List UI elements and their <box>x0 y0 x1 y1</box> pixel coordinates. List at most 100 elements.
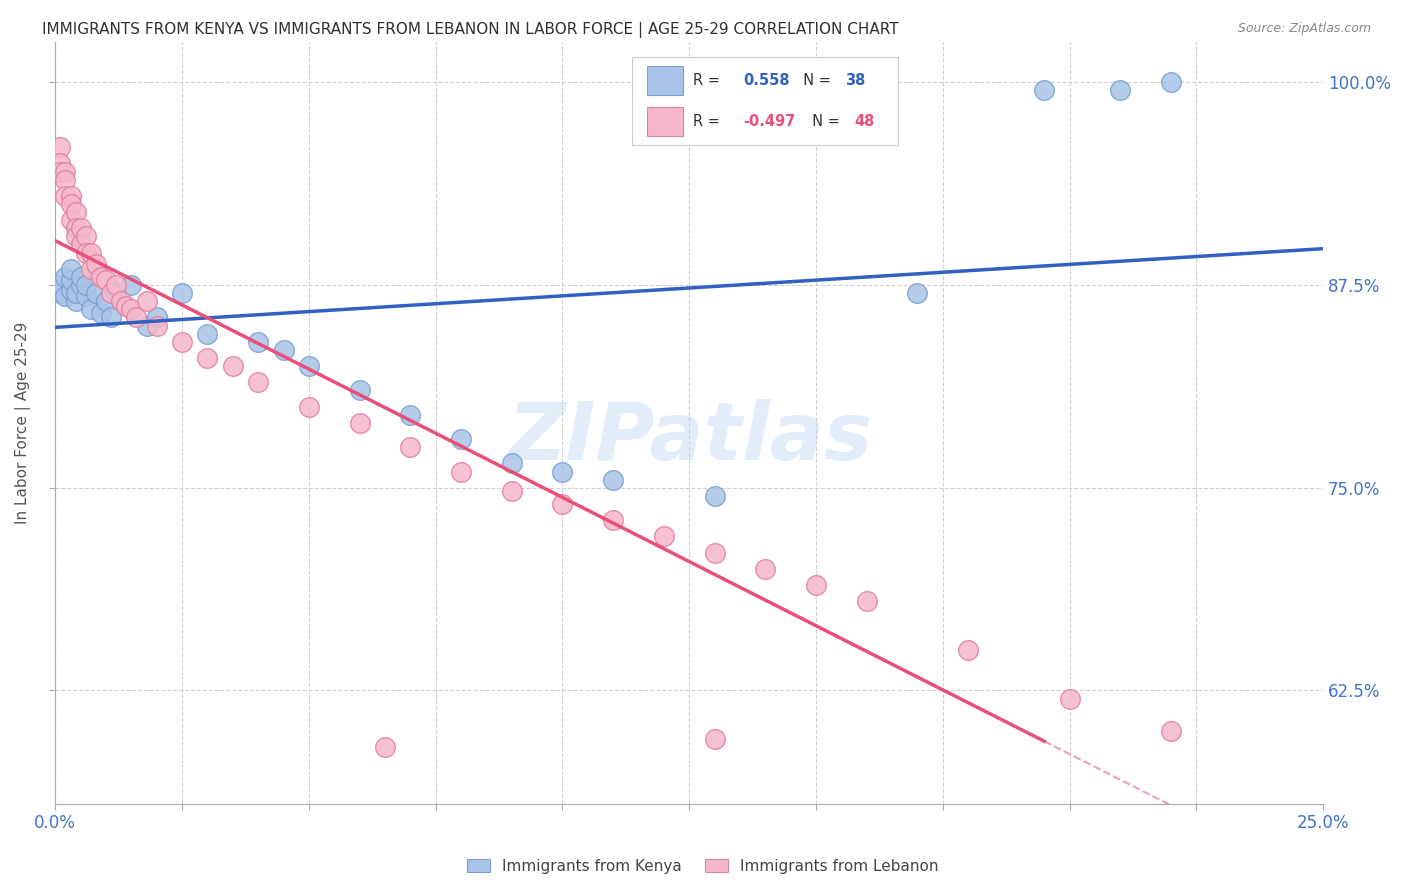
Point <box>49 140 72 154</box>
Point <box>59 273 82 287</box>
Point <box>247 376 270 390</box>
Point <box>59 197 82 211</box>
FancyBboxPatch shape <box>647 106 683 136</box>
Point <box>120 302 142 317</box>
Text: R =: R = <box>693 73 724 88</box>
Text: 0.558: 0.558 <box>744 73 790 88</box>
Text: IMMIGRANTS FROM KENYA VS IMMIGRANTS FROM LEBANON IN LABOR FORCE | AGE 25-29 CORR: IMMIGRANTS FROM KENYA VS IMMIGRANTS FROM… <box>42 22 898 38</box>
Text: N =: N = <box>794 73 837 88</box>
Point <box>80 245 103 260</box>
Point <box>1160 724 1182 739</box>
Point <box>349 416 371 430</box>
Point <box>172 286 194 301</box>
Point <box>247 334 270 349</box>
Point <box>804 578 827 592</box>
Point <box>450 465 472 479</box>
Point <box>652 529 675 543</box>
Point <box>120 278 142 293</box>
Point <box>75 245 97 260</box>
Point <box>399 440 422 454</box>
Point <box>125 310 148 325</box>
Point <box>135 294 157 309</box>
Point <box>49 286 72 301</box>
Point <box>80 302 103 317</box>
Point <box>1109 83 1132 97</box>
Point <box>197 351 219 365</box>
Point <box>55 189 77 203</box>
Text: ZIPatlas: ZIPatlas <box>506 399 872 477</box>
Point <box>855 594 877 608</box>
Text: Source: ZipAtlas.com: Source: ZipAtlas.com <box>1237 22 1371 36</box>
Point <box>450 432 472 446</box>
Point <box>49 164 72 178</box>
Point <box>273 343 295 357</box>
Legend: Immigrants from Kenya, Immigrants from Lebanon: Immigrants from Kenya, Immigrants from L… <box>461 853 945 880</box>
Point <box>907 286 929 301</box>
Point <box>65 205 87 219</box>
Text: N =: N = <box>803 113 845 128</box>
Point <box>49 278 72 293</box>
Point <box>75 229 97 244</box>
Point <box>84 286 107 301</box>
Point <box>65 286 87 301</box>
Point <box>349 384 371 398</box>
Point <box>1160 75 1182 89</box>
Point <box>55 164 77 178</box>
Point <box>55 172 77 186</box>
Point <box>145 318 167 333</box>
Point <box>55 289 77 303</box>
Point <box>59 189 82 203</box>
Text: -0.497: -0.497 <box>744 113 796 128</box>
Point <box>94 294 117 309</box>
Point <box>1033 83 1056 97</box>
Point <box>957 643 980 657</box>
Point <box>602 473 624 487</box>
Point <box>94 273 117 287</box>
Point <box>399 408 422 422</box>
Point <box>501 483 523 498</box>
Point <box>69 269 91 284</box>
Point <box>105 286 128 301</box>
Point <box>703 489 725 503</box>
Point <box>135 318 157 333</box>
Point <box>75 289 97 303</box>
Y-axis label: In Labor Force | Age 25-29: In Labor Force | Age 25-29 <box>15 322 31 524</box>
Point <box>90 305 112 319</box>
Point <box>222 359 245 373</box>
Point <box>80 261 103 276</box>
Point <box>1059 691 1081 706</box>
Point <box>55 269 77 284</box>
Point <box>105 278 128 293</box>
Point <box>49 156 72 170</box>
Point <box>145 310 167 325</box>
FancyBboxPatch shape <box>633 57 898 145</box>
Point <box>703 732 725 747</box>
Point <box>84 257 107 271</box>
Text: 48: 48 <box>853 113 875 128</box>
Point <box>75 278 97 293</box>
Point <box>65 229 87 244</box>
Point <box>172 334 194 349</box>
Point <box>551 497 574 511</box>
Text: R =: R = <box>693 113 724 128</box>
Point <box>65 294 87 309</box>
Point <box>100 286 122 301</box>
Point <box>754 562 776 576</box>
Point <box>602 513 624 527</box>
Point <box>551 465 574 479</box>
Point <box>298 359 321 373</box>
Point <box>59 213 82 227</box>
Point <box>69 221 91 235</box>
FancyBboxPatch shape <box>647 66 683 95</box>
Point <box>65 221 87 235</box>
Point <box>110 294 132 309</box>
Point <box>374 740 396 755</box>
Text: 38: 38 <box>845 73 866 88</box>
Point <box>69 237 91 252</box>
Point <box>115 299 138 313</box>
Point <box>501 457 523 471</box>
Point <box>59 283 82 297</box>
Point <box>59 261 82 276</box>
Point <box>298 400 321 414</box>
Point <box>703 546 725 560</box>
